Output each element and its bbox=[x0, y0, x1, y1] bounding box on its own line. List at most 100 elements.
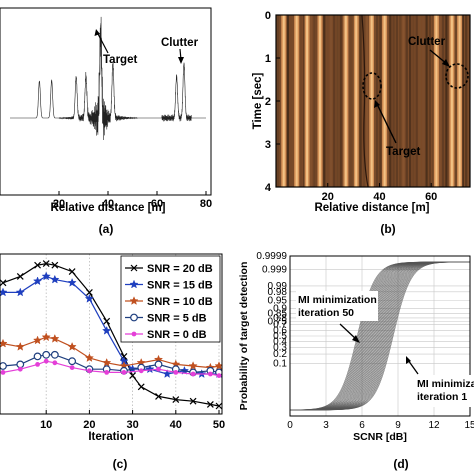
panel-c-data-point bbox=[104, 370, 110, 375]
panel-c-data-point bbox=[102, 325, 112, 335]
panel-c-data-point bbox=[103, 317, 111, 325]
panel-b-texture-stripe bbox=[395, 15, 398, 187]
panel-d-y-tick-label: 0.98 bbox=[268, 287, 288, 298]
panel-c-caption: (c) bbox=[113, 457, 128, 471]
panel-a-x-ticks: 20 40 60 80 bbox=[53, 191, 212, 210]
panel-b-annotation-clutter: Clutter bbox=[408, 36, 446, 48]
panel-c-data-point bbox=[42, 350, 51, 359]
panel-c-x-tick-label: 20 bbox=[83, 419, 95, 431]
panel-c-data-point bbox=[84, 293, 95, 303]
panel-c-data-point bbox=[67, 277, 77, 287]
panel-b-target-circle bbox=[362, 72, 382, 100]
panel-d-annotation-iter50: MI minimization iteration 50 bbox=[298, 294, 377, 319]
panel-d-y-tick-label: 0.999 bbox=[262, 265, 287, 276]
panel-b-y-ticks: 0 1 2 3 4 bbox=[265, 10, 280, 194]
panel-b: 0 1 2 3 4 20 40 60 Time [sec] Relative distanc… bbox=[252, 10, 471, 236]
panel-b-stripes bbox=[277, 15, 470, 187]
panel-c-data-point bbox=[138, 368, 144, 374]
panel-c-data-point bbox=[34, 261, 41, 269]
panel-c-data-point bbox=[0, 370, 6, 375]
panel-d-y-tick-label: 0.4 bbox=[273, 336, 287, 347]
panel-a-signal-line bbox=[10, 16, 206, 141]
panel-c-legend: SNR = 20 dB SNR = 15 dB SNR = 10 dB SNR = 5… bbox=[120, 255, 221, 343]
panel-d-y-tick-label: 0.6 bbox=[273, 326, 287, 337]
panel-a-annotation-clutter: Clutter bbox=[161, 37, 199, 49]
panel-b-texture-stripe bbox=[323, 15, 326, 187]
panel-d-curve bbox=[290, 261, 470, 411]
panel-c-data-point bbox=[173, 370, 179, 375]
panel-a-x-tick-label: 80 bbox=[200, 198, 212, 210]
panel-b-y-tick-label: 4 bbox=[265, 182, 272, 194]
panel-b-texture-stripe bbox=[359, 15, 362, 187]
panel-d-y-tick-label: 0.1 bbox=[273, 359, 287, 370]
panel-a-target-arrow bbox=[96, 31, 109, 54]
panel-d-y-tick-label: 0.9999 bbox=[256, 251, 287, 262]
panel-b-x-tick-label: 20 bbox=[322, 191, 334, 203]
panel-b-caption: (b) bbox=[380, 222, 395, 236]
panel-c-data-point bbox=[15, 341, 25, 351]
panel-b-texture-stripe bbox=[286, 15, 290, 187]
panel-b-texture-stripe bbox=[392, 15, 395, 187]
panel-c-x-axis-label: Iteration bbox=[88, 431, 133, 443]
panel-b-y-tick-label: 1 bbox=[265, 53, 271, 65]
panel-c-data-point bbox=[216, 373, 222, 378]
panel-c-data-point bbox=[33, 352, 42, 361]
panel-c-x-ticks: 10 20 30 40 50 bbox=[40, 410, 225, 431]
panel-c-legend-label: SNR = 10 dB bbox=[147, 296, 213, 308]
panel-b-texture-stripe bbox=[415, 15, 418, 187]
panel-c-data-point bbox=[50, 350, 59, 359]
panel-b-texture-stripe bbox=[313, 15, 316, 187]
panel-c-data-point bbox=[188, 361, 198, 370]
panel-b-bright-stripe-core bbox=[458, 15, 461, 187]
panel-b-texture-stripe bbox=[349, 15, 352, 187]
panel-c-data-point bbox=[121, 370, 127, 375]
panel-b-texture-stripe bbox=[428, 15, 431, 187]
panel-d-x-tick-label: 9 bbox=[395, 420, 401, 431]
panel-d-y-tick-label: 0.75 bbox=[268, 316, 288, 327]
panel-c-legend-marker bbox=[131, 331, 137, 337]
panel-d-annotation-iter50-line2: iteration 50 bbox=[298, 307, 354, 319]
panel-c-data-point bbox=[102, 357, 112, 367]
panel-d-annotation-iter1-line1: MI minimization bbox=[417, 378, 474, 390]
panel-b-texture-stripe bbox=[399, 15, 402, 187]
panel-d-y-tick-label: 0.3 bbox=[273, 342, 287, 353]
panel-d-x-tick-label: 15 bbox=[464, 420, 474, 431]
panel-c-data-point bbox=[207, 371, 213, 377]
panel-b-texture-stripe bbox=[333, 15, 336, 187]
panel-b-texture-stripe bbox=[303, 15, 306, 187]
panel-b-texture-stripe bbox=[376, 15, 379, 187]
panel-b-y-tick-label: 3 bbox=[265, 139, 271, 151]
panel-b-texture-stripe bbox=[425, 15, 428, 187]
panel-c-data-point bbox=[50, 274, 60, 284]
panel-c-legend-label: SNR = 0 dB bbox=[147, 329, 207, 341]
panel-b-annotation-target: Target bbox=[386, 146, 420, 158]
panel-b-texture-stripe bbox=[465, 15, 468, 187]
panel-c-data-point bbox=[50, 333, 60, 343]
panel-d-x-axis-label: SCNR [dB] bbox=[353, 431, 407, 443]
panel-a-x-tick-label: 40 bbox=[102, 198, 114, 210]
panel-b-y-axis-label: Time [sec] bbox=[252, 72, 264, 129]
panel-c-x-tick-label: 50 bbox=[213, 419, 225, 431]
panel-c-data-point bbox=[16, 360, 25, 369]
panel-b-x-tick-label: 60 bbox=[425, 191, 437, 203]
panel-c-data-point bbox=[172, 396, 180, 404]
panel-b-texture-stripe bbox=[438, 15, 441, 187]
panel-b-texture-stripe bbox=[405, 15, 408, 187]
panel-c-data-point bbox=[129, 372, 137, 380]
panel-a-plot-area bbox=[0, 7, 212, 196]
panel-c-data-point bbox=[35, 362, 40, 367]
panel-b-bright-stripe-core bbox=[318, 15, 321, 187]
panel-c: 10 20 30 40 50 Iteration SNR = 20 dB SNR = 15… bbox=[0, 253, 225, 471]
panel-b-bright-stripe-core bbox=[450, 15, 453, 187]
panel-a-x-axis-label: Relative distance [m] bbox=[50, 202, 165, 214]
panel-c-data-point bbox=[189, 397, 197, 405]
panel-c-data-point bbox=[52, 360, 58, 366]
panel-c-x-tick-label: 10 bbox=[40, 419, 52, 431]
panel-c-data-point bbox=[137, 383, 145, 391]
panel-b-texture-stripe bbox=[455, 15, 458, 187]
panel-c-data-point bbox=[15, 287, 25, 297]
panel-d-x-tick-label: 12 bbox=[428, 420, 440, 431]
panel-d-x-tick-label: 3 bbox=[323, 420, 329, 431]
